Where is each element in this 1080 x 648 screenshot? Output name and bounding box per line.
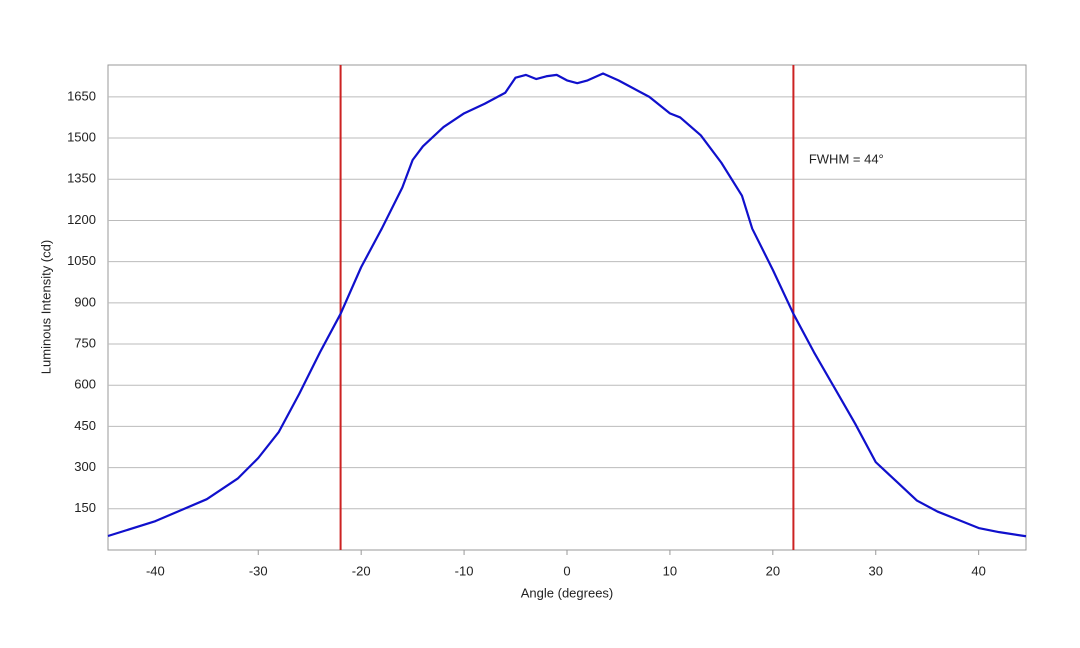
x-tick-label: -10 bbox=[455, 563, 474, 578]
x-tick-label: 40 bbox=[971, 563, 985, 578]
y-tick-label: 1200 bbox=[67, 212, 96, 227]
y-axis-label: Luminous Intensity (cd) bbox=[38, 240, 53, 374]
x-tick-label: 0 bbox=[563, 563, 570, 578]
annotation: FWHM = 44° bbox=[809, 151, 884, 166]
y-tick-label: 150 bbox=[74, 500, 96, 515]
y-tick-label: 1350 bbox=[67, 171, 96, 186]
x-tick-label: 30 bbox=[869, 563, 883, 578]
x-tick-label: 10 bbox=[663, 563, 677, 578]
y-tick-label: 1650 bbox=[67, 88, 96, 103]
y-tick-label: 450 bbox=[74, 418, 96, 433]
x-tick-label: -40 bbox=[146, 563, 165, 578]
x-tick-label: 20 bbox=[766, 563, 780, 578]
y-tick-label: 300 bbox=[74, 459, 96, 474]
x-tick-label: -20 bbox=[352, 563, 371, 578]
x-axis-label: Angle (degrees) bbox=[521, 585, 614, 600]
y-tick-label: 1050 bbox=[67, 253, 96, 268]
y-tick-label: 750 bbox=[74, 335, 96, 350]
data-line bbox=[107, 72, 1027, 538]
x-tick-label: -30 bbox=[249, 563, 268, 578]
y-tick-label: 600 bbox=[74, 377, 96, 392]
y-tick-label: 1500 bbox=[67, 129, 96, 144]
y-tick-label: 900 bbox=[74, 294, 96, 309]
